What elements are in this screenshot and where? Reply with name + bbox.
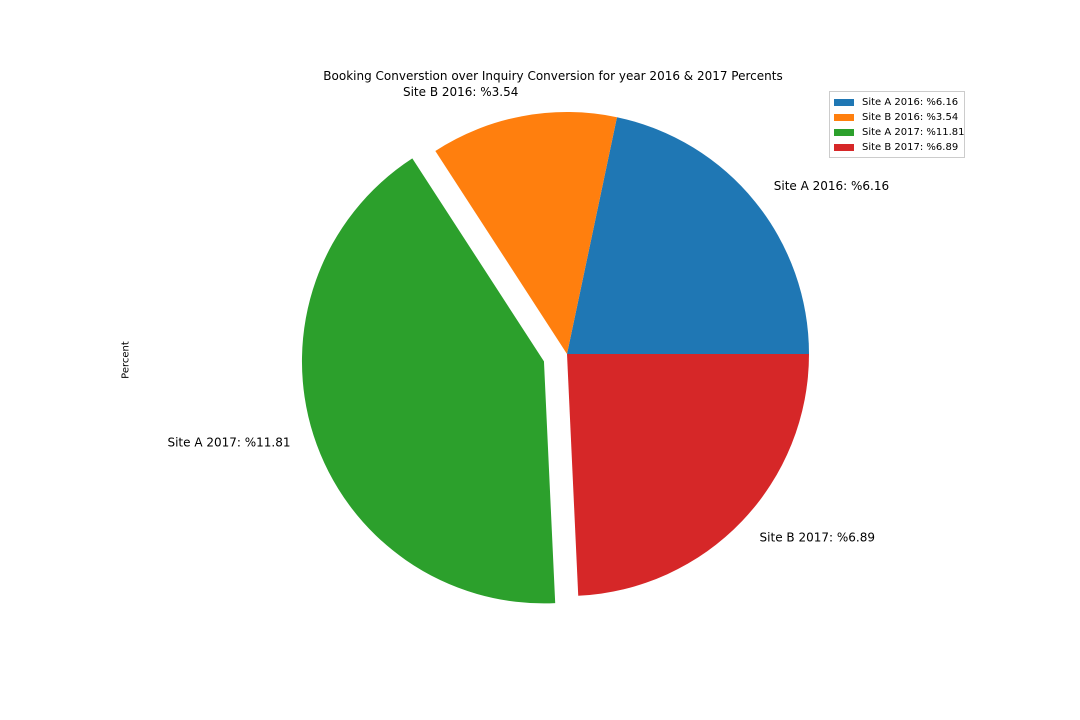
legend: Site A 2016: %6.16 Site B 2016: %3.54 Si…	[829, 91, 965, 158]
pie-slice	[435, 112, 617, 354]
legend-label: Site B 2016: %3.54	[862, 112, 959, 123]
pie-slice-label: Site A 2016: %6.16	[774, 179, 889, 193]
pie-slice	[301, 158, 556, 604]
pie-slice-label: Site B 2017: %6.89	[760, 530, 875, 544]
legend-swatch	[834, 114, 854, 121]
legend-item-site-b-2017: Site B 2017: %6.89	[834, 140, 960, 155]
legend-item-site-b-2016: Site B 2016: %3.54	[834, 110, 960, 125]
legend-label: Site A 2017: %11.81	[862, 127, 965, 138]
legend-swatch	[834, 129, 854, 136]
pie-slice	[567, 117, 809, 354]
legend-label: Site A 2016: %6.16	[862, 97, 959, 108]
chart-title: Booking Converstion over Inquiry Convers…	[323, 69, 783, 83]
legend-item-site-a-2017: Site A 2017: %11.81	[834, 125, 965, 140]
legend-swatch	[834, 144, 854, 151]
legend-label: Site B 2017: %6.89	[862, 142, 959, 153]
legend-swatch	[834, 99, 854, 106]
pie-slice-label: Site A 2017: %11.81	[167, 435, 290, 449]
pie-slice	[567, 354, 809, 596]
legend-item-site-a-2016: Site A 2016: %6.16	[834, 95, 960, 110]
pie-slice-label: Site B 2016: %3.54	[403, 85, 518, 99]
